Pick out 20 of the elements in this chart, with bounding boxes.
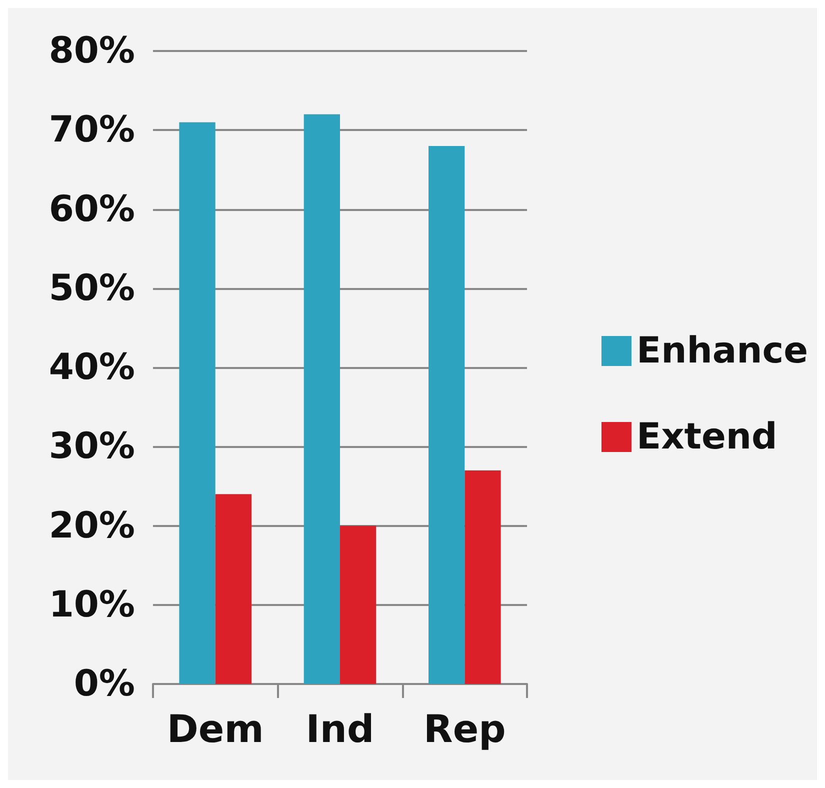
x-tick-label: Ind: [306, 707, 374, 751]
bar: [464, 470, 501, 684]
x-tick-label: Rep: [424, 707, 506, 751]
bar: [428, 146, 465, 684]
y-tick-label: 10%: [48, 584, 135, 626]
y-tick-label: 40%: [48, 347, 135, 388]
legend-label: Enhance: [636, 330, 808, 372]
y-tick-label: 30%: [48, 426, 135, 468]
y-tick-label: 70%: [48, 110, 135, 151]
bar: [179, 122, 216, 684]
y-tick-label: 0%: [74, 664, 135, 704]
x-tick-label: Dem: [166, 707, 264, 751]
y-tick-label: 50%: [48, 268, 135, 309]
y-tick-label: 80%: [48, 30, 135, 72]
bar: [340, 526, 376, 684]
bar: [215, 494, 252, 684]
y-tick-label: 20%: [48, 505, 135, 546]
y-tick-label: 60%: [48, 188, 135, 230]
bar: [304, 114, 340, 684]
legend-label: Extend: [636, 416, 778, 458]
